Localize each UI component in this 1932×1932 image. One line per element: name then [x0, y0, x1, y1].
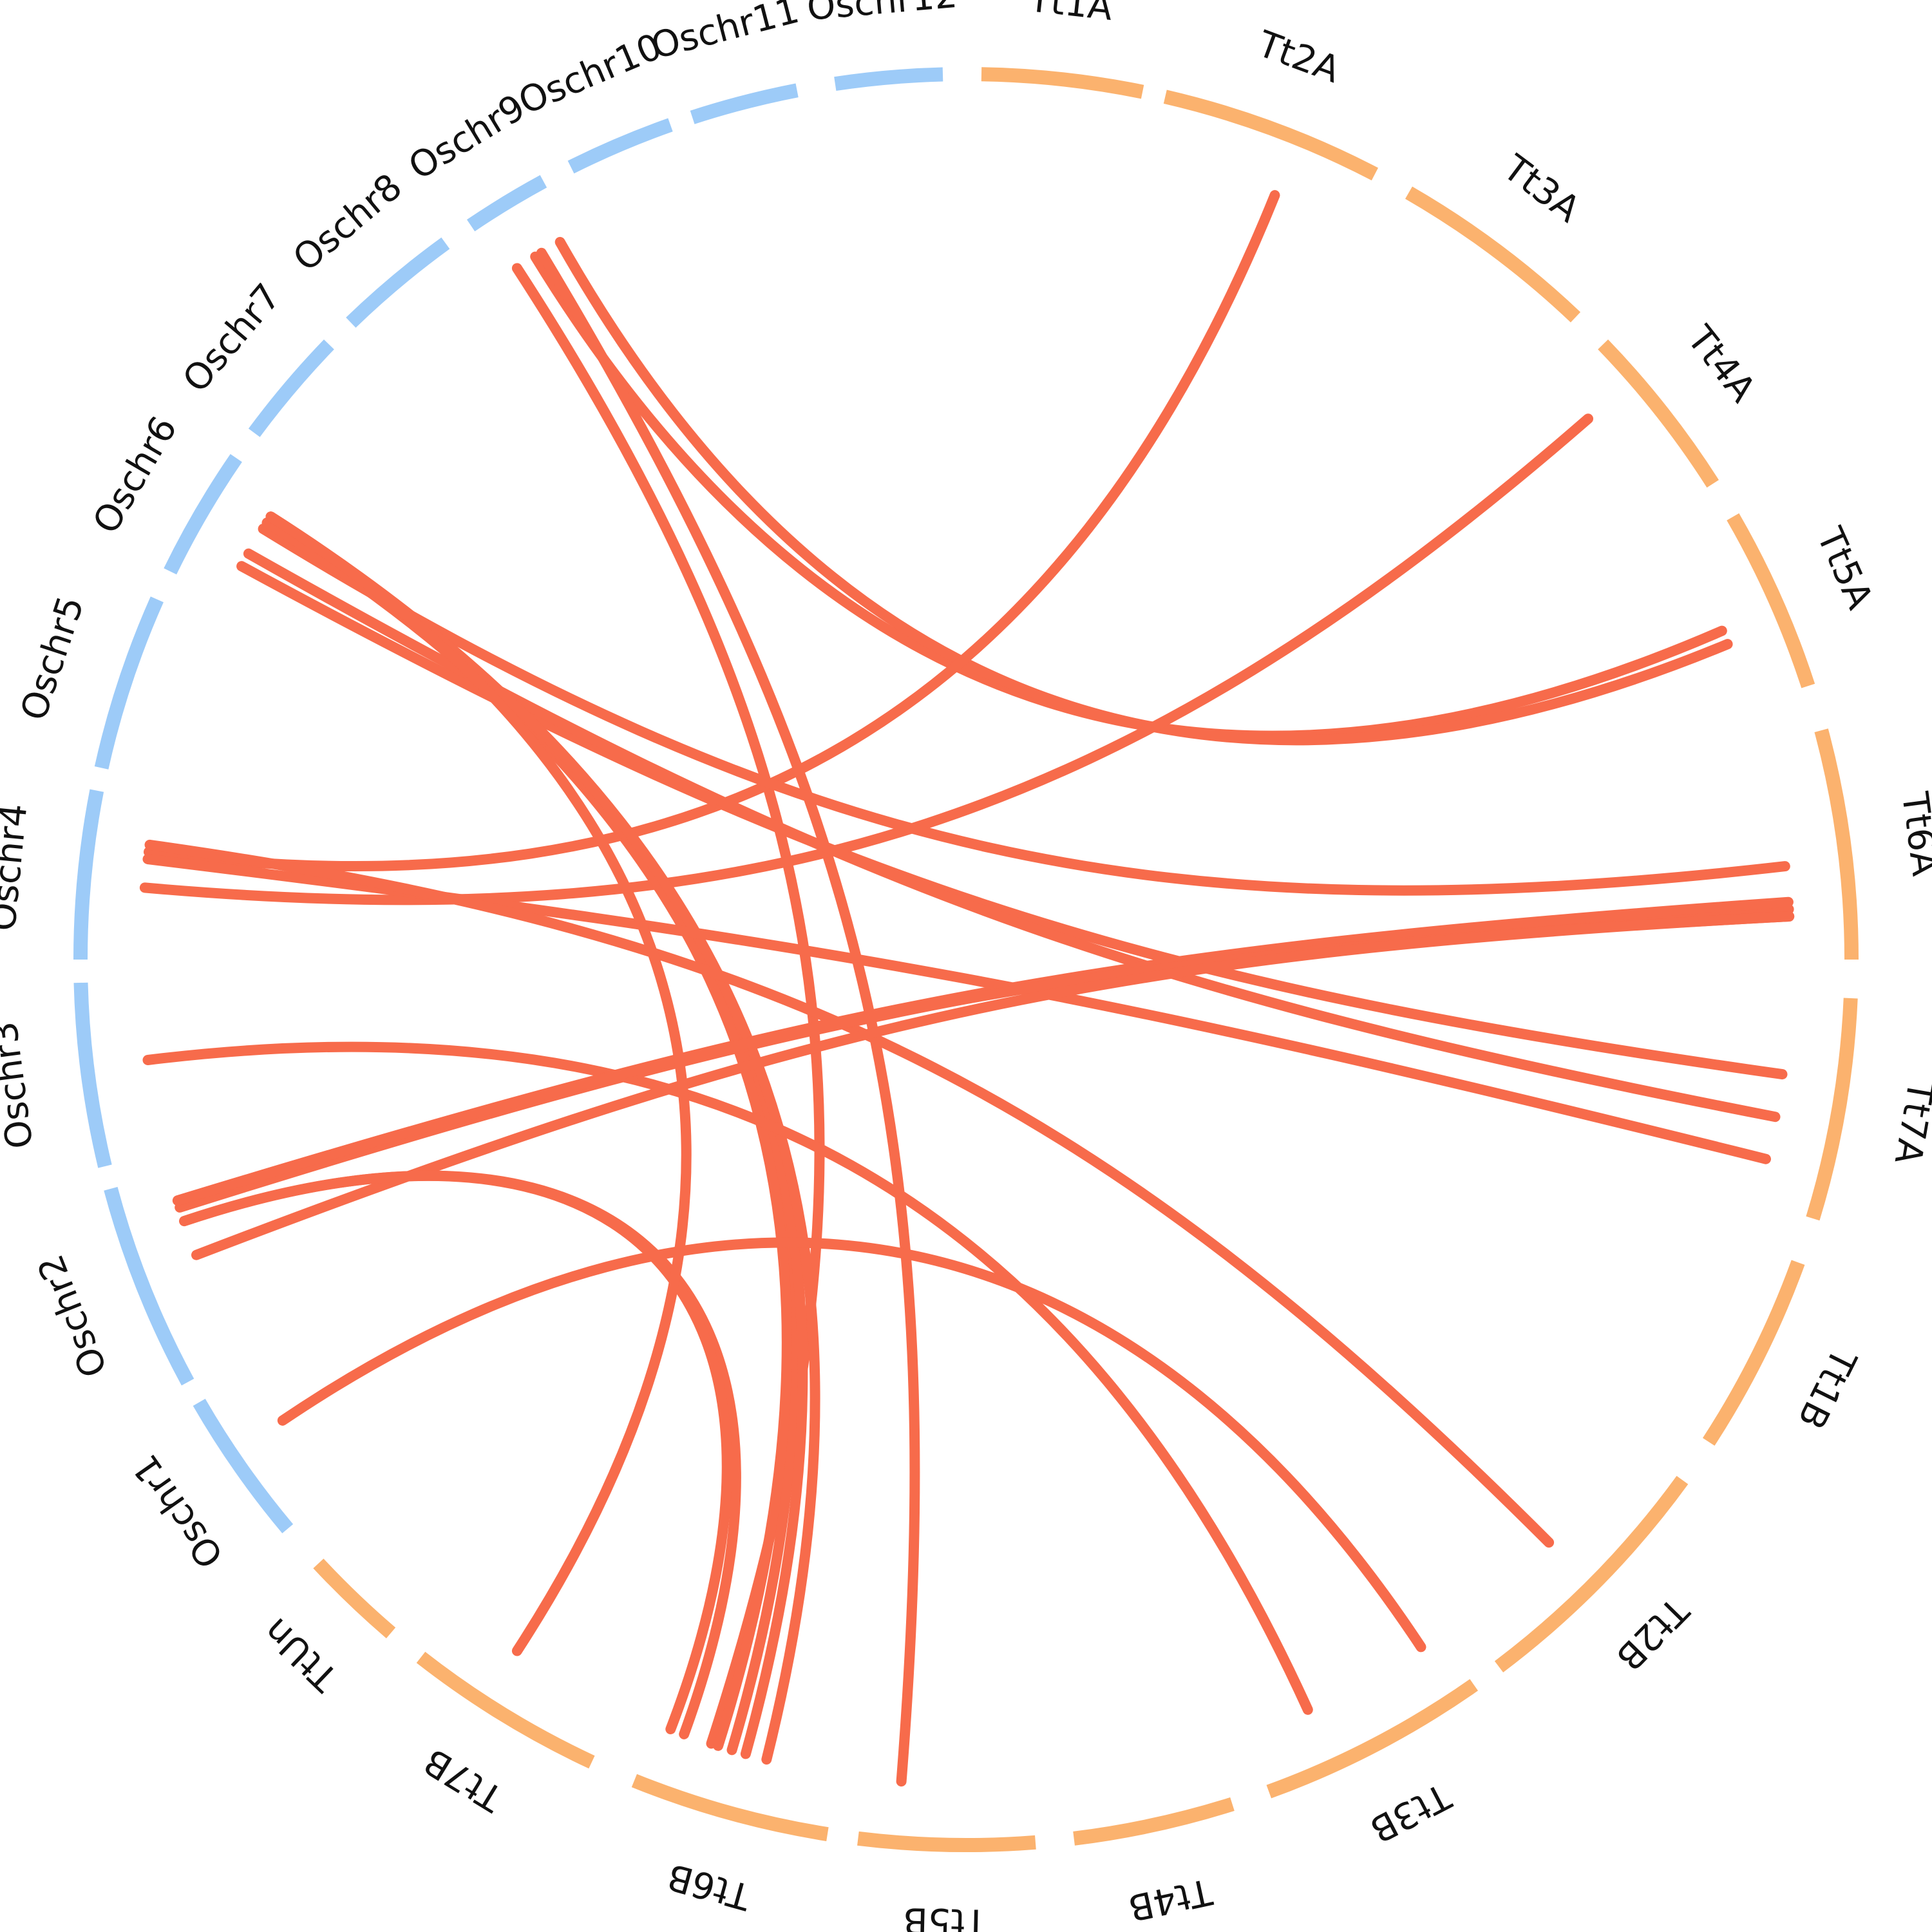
chromosome-tt5b	[857, 1831, 1036, 1852]
chromosome-oschr12	[834, 67, 943, 91]
chromosome-label-tt3b: Tt3B	[1363, 1774, 1457, 1850]
chromosome-tt2a	[1163, 90, 1378, 181]
chromosome-oschr6	[164, 453, 242, 575]
chromosome-label-oschr6: Oschr6	[85, 410, 185, 541]
chromosome-label-oschr2: Oschr2	[30, 1249, 116, 1383]
chromosome-oschr7	[248, 339, 334, 437]
chromosome-label-oschr5: Oschr5	[13, 591, 93, 726]
chromosome-oschr2	[104, 1187, 194, 1386]
synteny-link-oschr6-tt6a	[258, 524, 1790, 896]
chromosome-oschr10	[567, 118, 673, 174]
synteny-link-oschr3-tt4a	[139, 413, 1593, 905]
synteny-link-oschr2-tt6a	[191, 911, 1795, 1260]
synteny-link-oschr3-tt4b	[142, 1041, 1313, 1715]
chromosome-oschr1	[193, 1398, 294, 1533]
synteny-link-oschr6-tt7b	[265, 511, 692, 1656]
chromosome-ring	[73, 67, 1859, 1852]
chromosome-label-oschr7: Oschr7	[175, 276, 289, 400]
chromosome-label-oschr8: Oschr8	[285, 166, 410, 279]
chromosome-label-tt7a: Tt7A	[1886, 1077, 1932, 1167]
synteny-link-oschr1-tt3b	[277, 1237, 1426, 1653]
chromosome-oschr8	[346, 237, 450, 328]
chromosome-label-tt6b: Tt6B	[663, 1855, 755, 1918]
chromosome-label-tt1a: Tt1A	[1026, 0, 1114, 29]
chromosome-label-oschr3: Oschr3	[0, 1019, 42, 1151]
chromosome-tt6b	[631, 1774, 829, 1841]
chromosome-label-ttun: TtUn	[256, 1609, 346, 1699]
synteny-link-oschr4-tt2a	[144, 190, 1280, 871]
chromosome-oschr4	[73, 789, 104, 960]
chromosome-tt4a	[1598, 339, 1719, 488]
chromosome-label-tt1b: Tt1B	[1789, 1341, 1864, 1435]
chromosome-label-tt4b: Tt4B	[1124, 1870, 1216, 1929]
chromosome-tt7a	[1806, 998, 1858, 1221]
synteny-link-oschr2-tt6a	[175, 904, 1794, 1213]
chromosome-tt2b	[1494, 1475, 1689, 1672]
chromosome-ttun	[313, 1558, 396, 1638]
chromosome-label-tt2b: Tt2B	[1607, 1589, 1696, 1678]
synteny-link-oschr4-tt2b	[144, 839, 1555, 1548]
chromosome-label-tt3a: Tt3A	[1495, 147, 1587, 231]
chromosome-label-oschr1: Oschr1	[124, 1447, 232, 1576]
chromosome-tt1a	[981, 67, 1144, 99]
chromosome-oschr3	[73, 982, 112, 1168]
chromosome-label-tt5a: Tt5A	[1808, 521, 1881, 615]
chromosome-tt7b	[416, 1651, 595, 1769]
chromosome-label-tt6a: Tt6A	[1893, 789, 1932, 878]
chromosome-oschr9	[466, 175, 547, 232]
chromosome-tt5a	[1727, 513, 1815, 688]
chromosome-label-oschr10: Oschr10	[513, 26, 668, 123]
chromosome-label-tt2a: Tt2A	[1252, 23, 1346, 91]
chromosome-oschr5	[94, 596, 164, 770]
chromosome-label-oschr9: Oschr9	[402, 86, 533, 188]
chromosome-label-oschr4: Oschr4	[0, 802, 35, 933]
chromosome-label-tt7b: Tt7B	[417, 1740, 511, 1820]
synteny-link-oschr6-tt7a	[243, 548, 1781, 1122]
synteny-link-oschr6-tt6b	[265, 511, 820, 1765]
synteny-link-oschr2-tt6a	[172, 911, 1795, 1206]
synteny-link-oschr9-tt5a	[530, 251, 1727, 741]
chromosome-label-tt5b: Tt5B	[903, 1899, 989, 1932]
chromosome-tt3a	[1405, 186, 1581, 323]
chromosome-tt1b	[1702, 1260, 1805, 1446]
synteny-link-oschr9-tt5b	[536, 247, 920, 1787]
chromosome-label-oschr12: Oschr12	[806, 0, 960, 29]
chromosome-label-oschr11: Oschr11	[647, 0, 804, 68]
synteny-link-oschr9-tt5a	[554, 236, 1733, 746]
synteny-links	[139, 190, 1795, 1787]
chromosome-oschr11	[690, 83, 799, 124]
chromosome-tt3b	[1266, 1679, 1479, 1799]
chromosome-label-tt4a: Tt4A	[1678, 318, 1763, 410]
chromosome-tt4b	[1073, 1797, 1235, 1846]
chromosome-tt6a	[1814, 728, 1859, 960]
